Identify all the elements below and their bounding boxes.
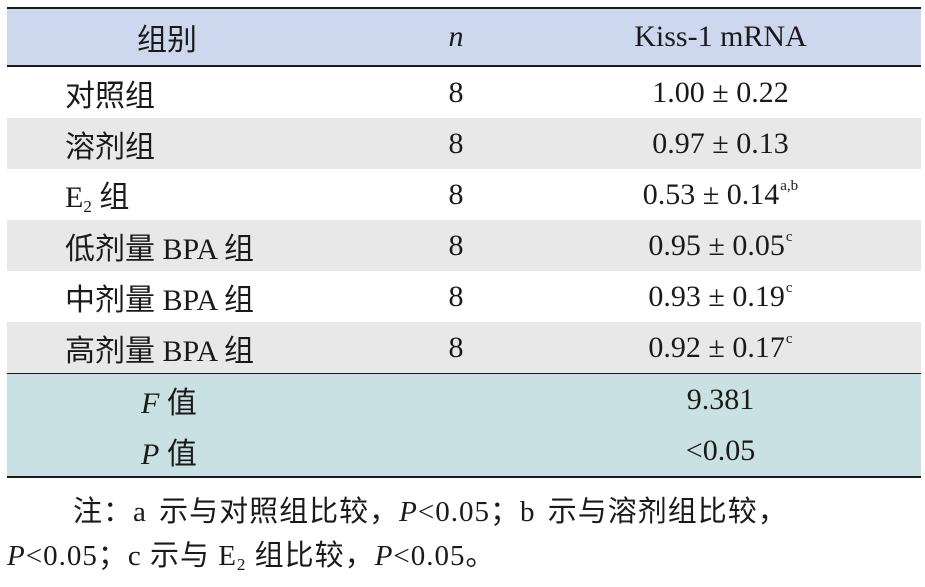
- row-n: 8: [448, 177, 464, 211]
- stat-label: P 值: [7, 425, 392, 478]
- stat-value: 9.381: [520, 373, 921, 425]
- stat-row-p: P 值 <0.05: [7, 425, 921, 478]
- table-row: 低剂量 BPA 组 8 0.95 ± 0.05c: [7, 220, 921, 271]
- row-value: 0.97 ± 0.13: [652, 126, 789, 160]
- row-n: 8: [448, 330, 464, 364]
- row-group: E2 组: [65, 181, 130, 216]
- row-n: 8: [448, 126, 464, 160]
- header-kiss1-mrna: Kiss-1 mRNA: [520, 7, 921, 67]
- row-value: 0.92 ± 0.17c: [648, 330, 793, 364]
- results-table-container: 组别 n Kiss-1 mRNA 对照组 8 1.00 ± 0.22 溶剂组 8…: [7, 7, 921, 478]
- row-group: 高剂量 BPA 组: [65, 334, 254, 368]
- header-n: n: [392, 7, 520, 67]
- significance-marker: a,b: [780, 177, 799, 194]
- table-row: 溶剂组 8 0.97 ± 0.13: [7, 118, 921, 169]
- row-value: 0.93 ± 0.19c: [648, 279, 793, 313]
- significance-marker: c: [785, 279, 793, 296]
- row-value: 0.53 ± 0.14a,b: [642, 177, 799, 211]
- header-group: 组别: [7, 7, 392, 67]
- row-group: 溶剂组: [65, 130, 155, 164]
- table-header-row: 组别 n Kiss-1 mRNA: [7, 7, 921, 67]
- row-group: 低剂量 BPA 组: [65, 232, 254, 266]
- stat-row-f: F 值 9.381: [7, 373, 921, 425]
- row-n: 8: [448, 75, 464, 109]
- significance-marker: c: [785, 228, 793, 245]
- row-n: 8: [448, 228, 464, 262]
- footnote-line-1: 注：a 示与对照组比较，P<0.05；b 示与溶剂组比较，: [73, 496, 788, 528]
- stat-label: F 值: [7, 373, 392, 425]
- row-value: 0.95 ± 0.05c: [648, 228, 793, 262]
- stat-value: <0.05: [520, 425, 921, 478]
- footnote-line-2: P<0.05；c 示与 E2 组比较，P<0.05。: [7, 540, 496, 574]
- table-row: 中剂量 BPA 组 8 0.93 ± 0.19c: [7, 271, 921, 322]
- significance-marker: c: [785, 330, 793, 347]
- row-value: 1.00 ± 0.22: [652, 75, 789, 109]
- kiss1-mrna-table: 组别 n Kiss-1 mRNA 对照组 8 1.00 ± 0.22 溶剂组 8…: [7, 7, 921, 478]
- table-row: 对照组 8 1.00 ± 0.22: [7, 66, 921, 118]
- table-row: 高剂量 BPA 组 8 0.92 ± 0.17c: [7, 322, 921, 374]
- table-row: E2 组 8 0.53 ± 0.14a,b: [7, 169, 921, 220]
- table-footnote: 注：a 示与对照组比较，P<0.05；b 示与溶剂组比较， P<0.05；c 示…: [7, 490, 919, 587]
- row-group: 对照组: [65, 79, 155, 113]
- row-n: 8: [448, 279, 464, 313]
- row-group: 中剂量 BPA 组: [65, 283, 254, 317]
